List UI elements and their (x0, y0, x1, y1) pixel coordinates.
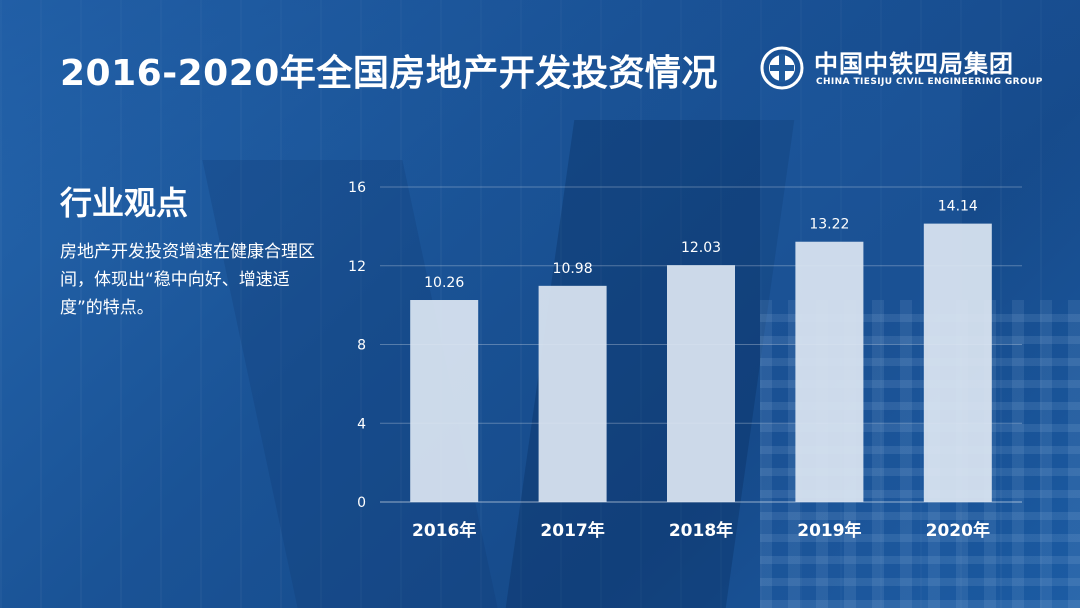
data-label: 10.26 (424, 275, 464, 291)
bar-layer (410, 223, 992, 502)
data-label: 10.98 (553, 261, 593, 277)
y-tick-label: 16 (348, 180, 366, 196)
y-tick-label: 8 (357, 338, 366, 354)
label-layer: 10.26 2016年 10.98 2017年 12.03 2018年 13.22 2019年… (412, 199, 990, 541)
y-tick-label: 0 (357, 495, 366, 511)
logo-name-en: CHINA TIESIJU CIVIL ENGINEERING GROUP (816, 77, 1043, 87)
data-label: 14.14 (938, 199, 978, 215)
x-tick-label: 2018年 (669, 520, 733, 541)
y-tick-label: 4 (357, 416, 366, 432)
logo-emblem-icon (760, 46, 804, 90)
data-label: 13.22 (809, 217, 849, 233)
y-tick-label: 12 (348, 259, 366, 275)
bar (538, 285, 607, 502)
bar (667, 265, 735, 502)
x-tick-label: 2017年 (540, 520, 604, 541)
x-tick-label: 2016年 (412, 520, 476, 541)
data-label: 12.03 (681, 240, 721, 256)
bar (410, 300, 479, 502)
logo-name-cn: 中国中铁四局集团 (814, 50, 1014, 78)
page-title: 2016-2020年全国房地产开发投资情况 (60, 53, 718, 94)
viewpoint-text: 房地产开发投资增速在健康合理区间，体现出“稳中向好、增速适度”的特点。 (60, 242, 315, 318)
x-tick-label: 2019年 (797, 520, 861, 541)
bar (923, 223, 992, 502)
x-tick-label: 2020年 (926, 520, 990, 541)
company-logo: 中国中铁四局集团 CHINA TIESIJU CIVIL ENGINEERING… (760, 44, 1050, 92)
bar (795, 241, 864, 502)
viewpoint-heading: 行业观点 (60, 184, 189, 222)
